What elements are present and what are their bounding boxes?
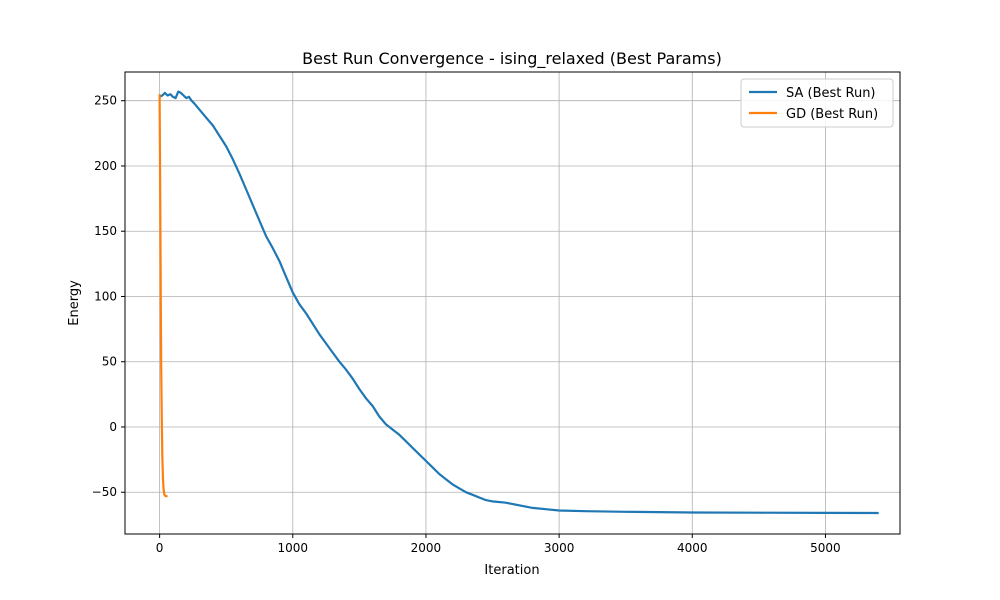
series-layer bbox=[158, 90, 879, 515]
plot-frame bbox=[124, 71, 901, 535]
legend: SA (Best Run) GD (Best Run) bbox=[740, 78, 894, 128]
legend-label: GD (Best Run) bbox=[786, 107, 878, 122]
y-axis-label: Energy bbox=[67, 280, 82, 326]
ticks: 0 1000 2000 3000 4000 5000 −50 0 50 100 150 200 250 bbox=[92, 94, 841, 555]
y-tick-label: 0 bbox=[109, 420, 117, 434]
x-tick-label: 4000 bbox=[677, 541, 708, 555]
y-tick-label: 100 bbox=[94, 289, 117, 303]
y-tick-label: 200 bbox=[94, 159, 117, 173]
legend-label: SA (Best Run) bbox=[786, 86, 876, 101]
x-tick-label: 5000 bbox=[810, 541, 841, 555]
legend-box bbox=[740, 78, 894, 128]
y-tick-label: 250 bbox=[94, 94, 117, 108]
x-tick-label: 3000 bbox=[544, 541, 575, 555]
x-tick-label: 0 bbox=[156, 541, 164, 555]
y-tick-label: 50 bbox=[102, 355, 117, 369]
series-line-0 bbox=[159, 90, 879, 515]
x-tick-label: 1000 bbox=[278, 541, 309, 555]
y-tick-label: 150 bbox=[94, 224, 117, 238]
series-line-1 bbox=[158, 94, 168, 498]
chart-title: Best Run Convergence - ising_relaxed (Be… bbox=[302, 49, 722, 69]
x-tick-label: 2000 bbox=[411, 541, 442, 555]
y-tick-label: −50 bbox=[92, 485, 117, 499]
x-axis-label: Iteration bbox=[484, 563, 539, 578]
grid bbox=[125, 72, 900, 534]
